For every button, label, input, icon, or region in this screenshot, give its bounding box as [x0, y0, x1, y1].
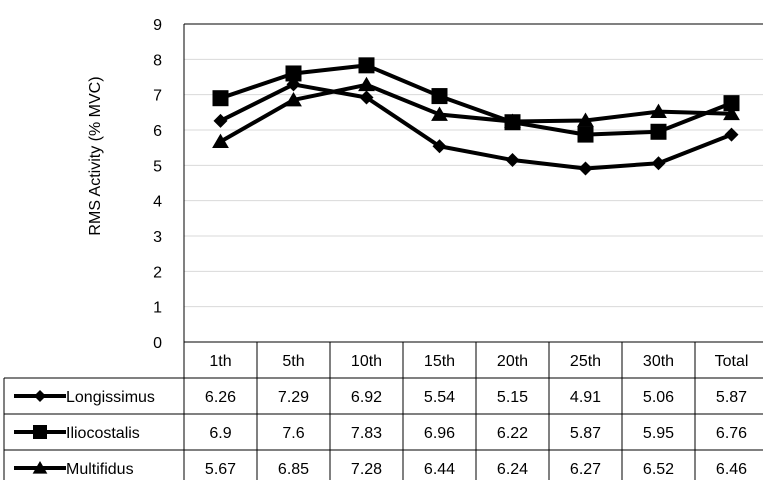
- data-point-multifidus: [723, 105, 740, 121]
- data-table-value: 6.9: [209, 425, 231, 442]
- series-line-multifidus: [219, 82, 732, 144]
- series-line-iliocostalis: [219, 63, 733, 137]
- data-table-value: 5.87: [716, 389, 747, 406]
- data-table-value: 7.83: [351, 425, 382, 442]
- data-point-iliocostalis: [358, 57, 375, 74]
- y-tick-label: 5: [153, 158, 162, 175]
- series-markers: [212, 57, 740, 176]
- data-table-value: 6.85: [278, 461, 309, 478]
- data-point-iliocostalis: [723, 95, 740, 112]
- data-point-iliocostalis: [650, 123, 667, 140]
- data-table-value: 7.28: [351, 461, 382, 478]
- data-point-longissimus: [432, 139, 447, 154]
- x-category-label: 30th: [643, 353, 674, 370]
- x-category-label: 10th: [351, 353, 382, 370]
- legend-key-diamond-icon: [34, 390, 46, 402]
- data-point-longissimus: [578, 161, 593, 176]
- data-point-longissimus: [651, 156, 666, 171]
- data-table-value: 6.52: [643, 461, 674, 478]
- data-table-value: 6.22: [497, 425, 528, 442]
- x-category-label: 25th: [570, 353, 601, 370]
- data-point-multifidus: [285, 91, 302, 107]
- x-category-label: 15th: [424, 353, 455, 370]
- data-table-value: 5.87: [570, 425, 601, 442]
- legend-key-triangle-icon: [32, 461, 48, 474]
- legend-key-square-icon: [33, 425, 47, 439]
- data-point-iliocostalis: [285, 65, 302, 82]
- y-tick-label: 7: [153, 88, 162, 105]
- data-table-value: 5.95: [643, 425, 674, 442]
- data-table-value: 5.15: [497, 389, 528, 406]
- series-line-longissimus: [219, 82, 733, 171]
- data-table-value: 6.96: [424, 425, 455, 442]
- data-table-value: 7.29: [278, 389, 309, 406]
- y-tick-label: 6: [153, 123, 162, 140]
- y-axis-label: RMS Activity (% MVC): [87, 76, 104, 235]
- data-point-iliocostalis: [212, 90, 229, 107]
- data-table-value: 5.06: [643, 389, 674, 406]
- y-tick-label: 9: [153, 17, 162, 34]
- data-point-multifidus: [577, 112, 594, 127]
- data-table-value: 6.76: [716, 425, 747, 442]
- y-tick-label: 4: [153, 194, 162, 211]
- data-table-value: 6.26: [205, 389, 236, 406]
- y-tick-label: 8: [153, 52, 162, 69]
- data-point-multifidus: [650, 103, 667, 119]
- data-table-value: 6.27: [570, 461, 601, 478]
- data-table-value: 5.54: [424, 389, 455, 406]
- data-table: 1th 5th 10th 15th 20th 25th 30th Total Longissim…: [3, 341, 763, 480]
- y-tick-label: 3: [153, 229, 162, 246]
- data-point-multifidus: [504, 113, 521, 128]
- legend-series-name: Multifidus: [66, 461, 134, 478]
- data-point-longissimus: [213, 113, 228, 128]
- data-table-value: 7.6: [282, 425, 304, 442]
- legend-series-name: Iliocostalis: [66, 425, 140, 442]
- y-tick-labels: 0 1 2 3 4 5 6 7 8 9: [153, 17, 162, 352]
- y-tick-label: 2: [153, 264, 162, 281]
- x-category-label: 5th: [282, 353, 304, 370]
- data-table-value: 6.92: [351, 389, 382, 406]
- x-category-label: Total: [715, 353, 749, 370]
- data-point-iliocostalis: [431, 88, 448, 105]
- y-tick-label: 1: [153, 300, 162, 317]
- data-point-longissimus: [724, 127, 739, 142]
- data-point-longissimus: [505, 153, 520, 168]
- data-table-value: 4.91: [570, 389, 601, 406]
- data-point-multifidus: [212, 133, 229, 149]
- data-point-iliocostalis: [577, 126, 594, 143]
- x-category-label: 20th: [497, 353, 528, 370]
- legend-series-name: Longissimus: [66, 389, 155, 406]
- data-point-longissimus: [359, 90, 374, 105]
- data-point-multifidus: [358, 76, 375, 92]
- grid-lines: [183, 23, 763, 480]
- data-table-value: 5.67: [205, 461, 236, 478]
- data-point-multifidus: [431, 106, 448, 121]
- y-tick-label: 0: [153, 335, 162, 352]
- data-table-value: 6.24: [497, 461, 528, 478]
- data-table-value: 6.46: [716, 461, 747, 478]
- series-lines: [219, 63, 733, 171]
- data-table-value: 6.44: [424, 461, 455, 478]
- x-category-label: 1th: [209, 353, 231, 370]
